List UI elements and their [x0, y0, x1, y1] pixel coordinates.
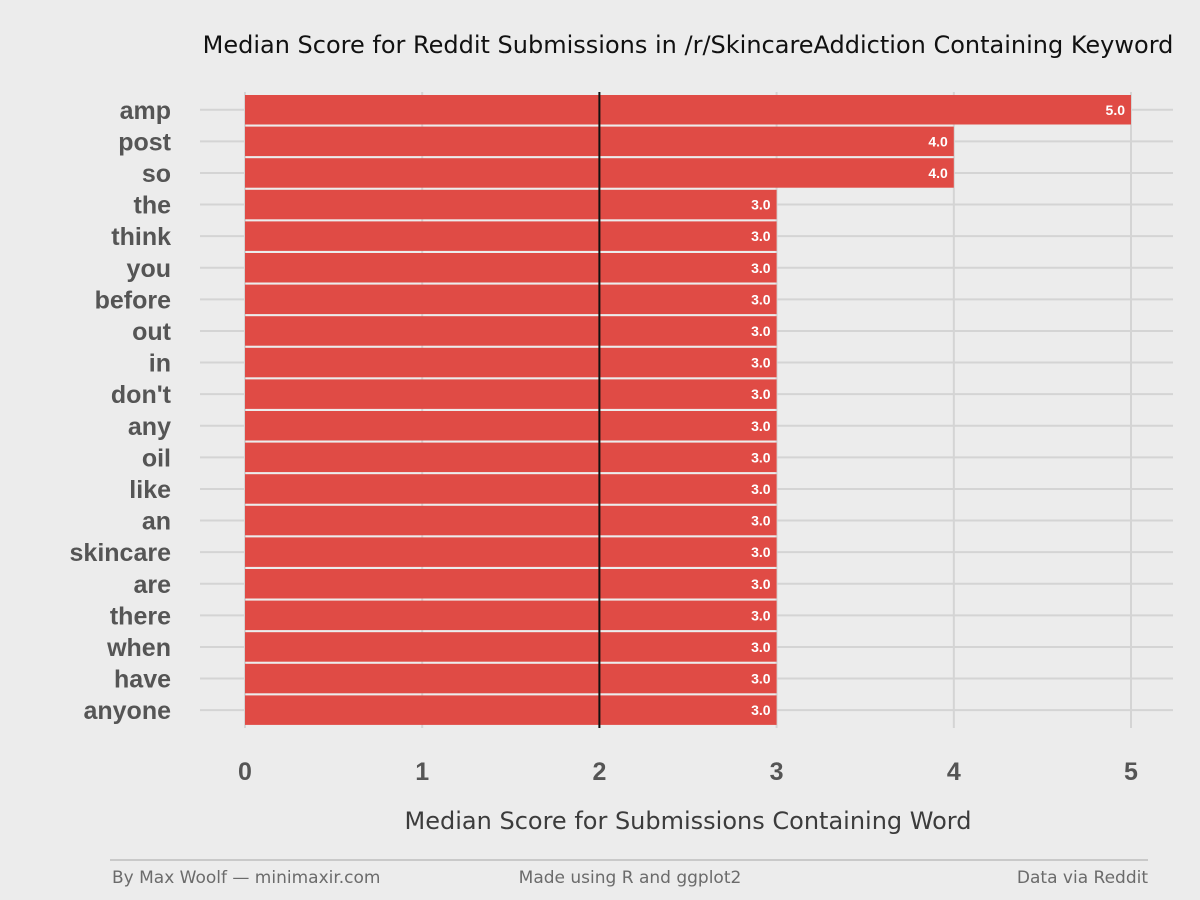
data-label: 3.0	[751, 607, 771, 623]
category-label: think	[111, 223, 171, 251]
x-tick-label: 0	[238, 758, 252, 786]
bar	[245, 221, 777, 251]
data-label: 3.0	[751, 291, 771, 307]
category-label: skincare	[70, 539, 172, 567]
bar	[245, 569, 777, 599]
data-label: 3.0	[751, 197, 771, 213]
bar	[245, 253, 777, 283]
bar	[245, 442, 777, 473]
bar	[245, 474, 777, 504]
data-label: 3.0	[751, 702, 771, 718]
x-tick-label: 3	[770, 758, 784, 786]
category-label: so	[142, 160, 171, 188]
data-label: 3.0	[751, 481, 771, 497]
data-label: 5.0	[1106, 102, 1126, 118]
x-tick-label: 4	[947, 758, 961, 786]
category-label: before	[95, 286, 172, 314]
x-tick-label: 2	[592, 758, 606, 786]
data-label: 3.0	[751, 639, 771, 655]
labels: 0 1 2 3 4 5 amp 5.0 post 4.0 so 4.0 the 3.0 think 3.0 yo…	[70, 97, 1139, 786]
data-label: 3.0	[751, 228, 771, 244]
data-label: 3.0	[751, 260, 771, 276]
category-label: there	[110, 602, 171, 630]
bar	[245, 316, 777, 346]
footer-source: Data via Reddit	[1017, 868, 1148, 888]
data-label: 3.0	[751, 671, 771, 687]
data-label: 4.0	[928, 165, 948, 181]
data-label: 3.0	[751, 576, 771, 592]
category-label: the	[134, 192, 172, 220]
category-label: amp	[120, 97, 171, 125]
x-tick-label: 5	[1124, 758, 1138, 786]
bar	[245, 379, 777, 409]
bar	[245, 663, 777, 694]
footer-tool: Made using R and ggplot2	[519, 868, 742, 888]
category-label: oil	[142, 444, 171, 472]
data-label: 3.0	[751, 323, 771, 339]
bar	[245, 632, 777, 662]
footer-credit: By Max Woolf — minimaxir.com	[112, 868, 381, 888]
data-label: 3.0	[751, 544, 771, 560]
x-tick-label: 1	[415, 758, 429, 786]
category-label: anyone	[83, 697, 171, 725]
chart-title: Median Score for Reddit Submissions in /…	[203, 31, 1174, 59]
bar	[245, 347, 777, 378]
data-label: 3.0	[751, 418, 771, 434]
category-label: when	[106, 634, 171, 662]
bar	[245, 600, 777, 631]
bars	[245, 95, 1131, 725]
bar	[245, 95, 1131, 125]
category-label: in	[149, 350, 171, 378]
bar	[245, 411, 777, 441]
category-label: out	[132, 318, 172, 346]
data-label: 3.0	[751, 513, 771, 529]
category-label: are	[133, 571, 171, 599]
data-label: 3.0	[751, 355, 771, 371]
bar	[245, 537, 777, 567]
category-label: an	[142, 508, 171, 536]
data-label: 3.0	[751, 449, 771, 465]
category-label: don't	[111, 381, 172, 409]
bar	[245, 284, 777, 315]
category-label: have	[114, 666, 171, 694]
x-axis-label: Median Score for Submissions Containing …	[405, 807, 972, 835]
category-label: you	[127, 255, 171, 283]
category-label: post	[118, 128, 171, 156]
data-label: 4.0	[928, 133, 948, 149]
data-label: 3.0	[751, 386, 771, 402]
bar	[245, 189, 777, 220]
category-label: any	[128, 413, 171, 441]
category-label: like	[129, 476, 171, 504]
bar	[245, 505, 777, 536]
bar	[245, 695, 777, 725]
